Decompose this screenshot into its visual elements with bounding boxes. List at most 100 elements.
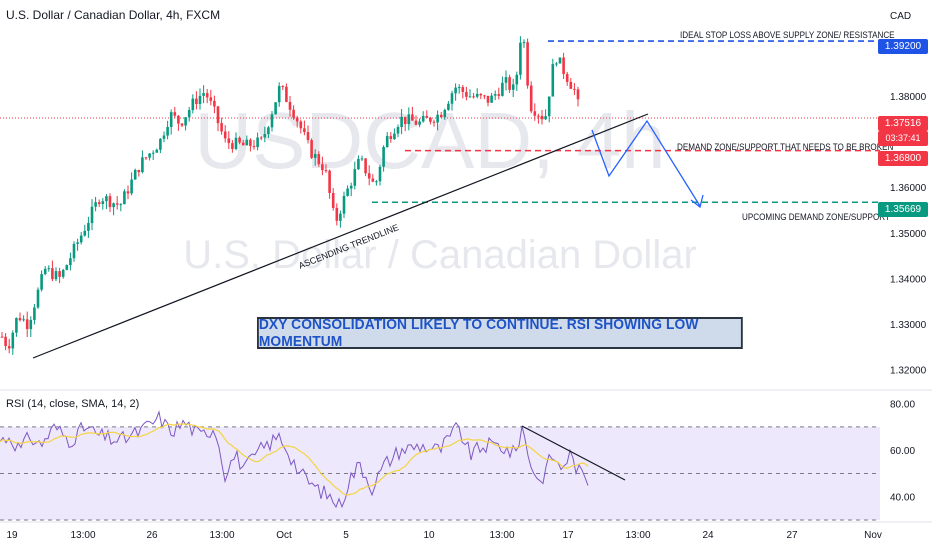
candle-body xyxy=(457,87,461,89)
candle-body xyxy=(209,97,213,101)
candle-body xyxy=(519,42,522,75)
candle-body xyxy=(321,164,324,171)
candle-body xyxy=(47,268,51,270)
candle-body xyxy=(454,87,457,94)
stop-loss-annotation: IDEAL STOP LOSS ABOVE SUPPLY ZONE/ RESIS… xyxy=(680,30,895,40)
candle-body xyxy=(11,332,15,349)
candle-body xyxy=(285,86,288,102)
candle-body xyxy=(565,73,569,82)
candle-body xyxy=(263,134,267,138)
candle-body xyxy=(439,114,443,118)
price-tick-label: 1.35000 xyxy=(890,229,927,240)
candle-body xyxy=(371,178,375,182)
rsi-line xyxy=(0,410,589,509)
candle-body xyxy=(490,95,493,103)
candle-body xyxy=(429,117,432,122)
candle-body xyxy=(465,91,468,97)
candle-body xyxy=(277,86,281,103)
candle-body xyxy=(555,63,558,65)
candle-body xyxy=(400,116,403,127)
candle-body xyxy=(544,116,547,120)
candle-body xyxy=(202,93,205,96)
candle-body xyxy=(475,93,479,97)
candle-body xyxy=(414,120,418,125)
time-tick-label: Nov xyxy=(864,530,882,541)
candle-body xyxy=(432,121,436,123)
candle-body xyxy=(367,173,371,179)
candle-body xyxy=(259,137,263,139)
countdown-label: 03:37:41 xyxy=(878,131,928,146)
candle-body xyxy=(274,102,277,115)
candle-body xyxy=(385,136,389,148)
candle-body xyxy=(0,336,4,338)
candle-body xyxy=(97,202,101,205)
candle-body xyxy=(407,114,411,125)
candle-body xyxy=(389,136,393,140)
candle-body xyxy=(105,196,108,202)
candle-body xyxy=(231,143,234,149)
candle-body xyxy=(508,77,511,90)
watermark-symbol: USDCAD, 4h xyxy=(194,96,665,185)
candle-body xyxy=(421,116,425,122)
candle-body xyxy=(191,98,195,111)
candle-body xyxy=(576,89,580,100)
candle-body xyxy=(43,268,47,275)
candle-body xyxy=(468,96,472,98)
candle-body xyxy=(281,86,285,88)
candle-body xyxy=(393,133,396,140)
chart-title: U.S. Dollar / Canadian Dollar, 4h, FXCM xyxy=(6,8,221,22)
candle-body xyxy=(267,127,270,135)
candle-body xyxy=(148,153,151,158)
rsi-tick-label: 80.00 xyxy=(890,400,915,411)
candle-body xyxy=(220,123,223,132)
rsi-trendline xyxy=(521,425,626,481)
time-tick-label: Oct xyxy=(276,530,292,541)
candle-body xyxy=(270,114,274,128)
candle-body xyxy=(547,96,551,117)
candle-body xyxy=(166,126,169,136)
candle-body xyxy=(346,188,349,196)
candle-body xyxy=(313,154,317,158)
candle-body xyxy=(418,121,421,125)
candle-body xyxy=(173,112,177,116)
candle-body xyxy=(187,110,191,118)
candle-body xyxy=(123,191,126,205)
candle-body xyxy=(396,126,400,134)
candle-body xyxy=(436,114,439,123)
candle-body xyxy=(558,57,562,64)
time-tick-label: 13:00 xyxy=(625,530,650,541)
time-tick-label: 24 xyxy=(702,530,714,541)
candle-body xyxy=(497,94,501,96)
candle-body xyxy=(162,135,166,139)
candle-body xyxy=(295,117,299,122)
candle-body xyxy=(425,116,429,118)
candle-body xyxy=(551,64,555,97)
demand-zone-annotation: DEMAND ZONE/SUPPORT THAT NEEDS TO BE BRO… xyxy=(677,142,894,152)
candle-body xyxy=(141,157,144,173)
stop-loss-price-label: 1.39200 xyxy=(878,39,928,54)
candle-body xyxy=(177,115,180,124)
candle-body xyxy=(133,169,137,180)
candle-body xyxy=(241,142,245,146)
candle-body xyxy=(72,243,76,259)
candle-body xyxy=(198,95,202,104)
candle-body xyxy=(299,121,303,129)
candle-body xyxy=(306,132,310,141)
candle-body xyxy=(69,258,72,266)
time-tick-label: 10 xyxy=(423,530,435,541)
candle-body xyxy=(573,88,576,90)
candle-body xyxy=(331,192,335,208)
candle-body xyxy=(184,117,187,126)
candle-body xyxy=(40,274,43,290)
candle-body xyxy=(360,158,364,160)
candle-body xyxy=(252,146,256,148)
candle-body xyxy=(382,147,385,167)
candle-body xyxy=(364,158,367,174)
candle-body xyxy=(7,346,11,349)
candle-body xyxy=(533,111,537,116)
price-tick-label: 1.32000 xyxy=(890,366,927,377)
candle-body xyxy=(94,202,97,207)
candle-body xyxy=(151,152,155,154)
projection-path xyxy=(591,119,701,207)
candle-body xyxy=(101,201,105,205)
